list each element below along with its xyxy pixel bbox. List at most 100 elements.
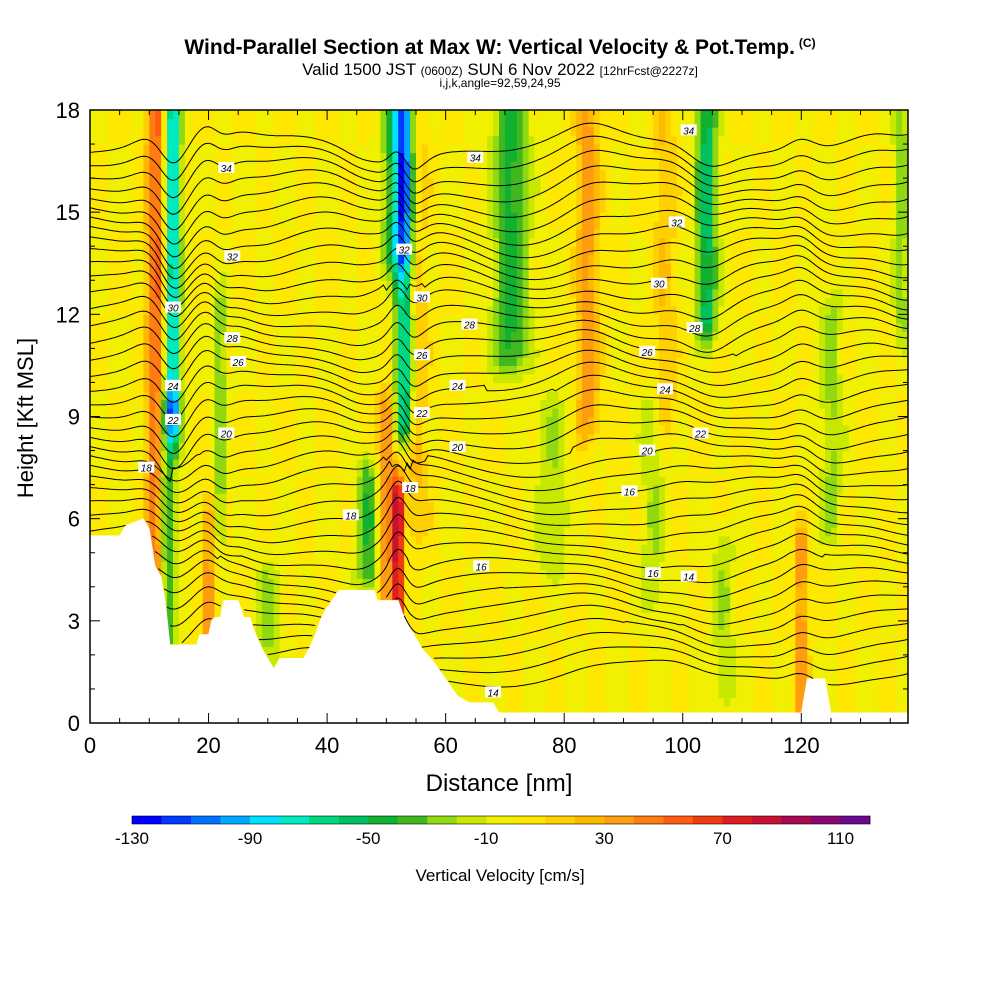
w-cell — [830, 595, 838, 605]
w-cell — [285, 442, 293, 452]
w-cell — [552, 552, 559, 562]
w-cell — [261, 442, 269, 452]
w-cell — [819, 467, 826, 477]
w-cell — [890, 484, 897, 494]
w-cell — [830, 603, 838, 613]
w-cell — [155, 416, 162, 426]
w-cell — [825, 425, 832, 435]
w-cell — [629, 416, 636, 426]
w-cell — [878, 654, 885, 664]
w-cell — [753, 425, 761, 435]
w-cell — [664, 705, 672, 716]
w-cell — [380, 595, 387, 605]
w-cell — [599, 450, 607, 460]
w-cell — [664, 561, 672, 571]
w-cell — [273, 467, 281, 477]
w-cell — [487, 450, 494, 460]
w-cell — [688, 595, 696, 605]
w-cell — [220, 467, 227, 477]
w-cell — [765, 620, 773, 630]
w-cell — [463, 535, 470, 545]
w-cell — [273, 637, 281, 647]
w-cell — [309, 518, 316, 528]
w-cell — [552, 671, 559, 682]
w-cell — [510, 603, 518, 613]
w-cell — [581, 603, 589, 613]
w-cell — [807, 637, 814, 647]
w-cell — [190, 569, 198, 579]
w-cell — [629, 527, 636, 537]
w-cell — [315, 518, 322, 528]
w-cell — [605, 450, 613, 460]
w-cell — [184, 459, 192, 469]
w-cell — [504, 654, 512, 664]
w-cell — [226, 595, 233, 605]
w-cell — [333, 493, 340, 503]
w-cell — [860, 697, 868, 707]
w-cell — [581, 561, 589, 571]
w-cell — [836, 476, 844, 486]
w-cell — [149, 442, 156, 452]
w-cell — [172, 637, 180, 647]
w-cell — [570, 518, 577, 528]
w-cell — [493, 578, 500, 588]
w-cell — [421, 442, 429, 452]
w-cell — [338, 476, 346, 486]
w-cell — [753, 646, 761, 656]
w-cell — [220, 569, 227, 579]
w-cell — [587, 425, 595, 435]
w-cell — [866, 425, 874, 435]
w-cell — [836, 697, 844, 707]
w-cell — [694, 671, 702, 682]
w-cell — [783, 552, 791, 562]
w-cell — [842, 697, 850, 707]
w-cell — [504, 680, 512, 690]
w-cell — [333, 442, 340, 452]
w-cell — [884, 484, 891, 494]
w-cell — [830, 433, 838, 443]
w-cell — [208, 510, 216, 520]
w-cell — [208, 476, 216, 486]
w-cell — [795, 705, 802, 716]
w-cell — [747, 510, 755, 520]
w-cell — [386, 595, 393, 605]
w-cell — [623, 510, 631, 520]
w-cell — [599, 510, 607, 520]
w-cell — [404, 442, 411, 452]
w-cell — [676, 493, 684, 503]
w-cell — [682, 595, 690, 605]
w-cell — [789, 697, 796, 707]
w-cell — [445, 493, 453, 503]
w-cell — [676, 510, 684, 520]
w-cell — [878, 425, 885, 435]
w-cell — [202, 629, 210, 639]
w-cell — [315, 535, 322, 545]
w-cell — [742, 637, 749, 647]
w-cell — [463, 586, 470, 596]
w-cell — [878, 637, 885, 647]
w-cell — [516, 612, 524, 622]
w-cell — [777, 416, 785, 426]
w-cell — [285, 603, 293, 613]
w-cell — [534, 433, 542, 443]
w-cell — [635, 697, 642, 707]
w-cell — [208, 552, 216, 562]
w-cell — [516, 501, 524, 511]
w-cell — [220, 459, 227, 469]
w-cell — [676, 654, 684, 664]
w-cell — [599, 484, 607, 494]
w-cell — [404, 527, 411, 537]
w-cell — [469, 510, 476, 520]
w-cell — [172, 407, 180, 418]
w-cell — [534, 510, 542, 520]
w-cell — [558, 671, 565, 682]
w-cell — [605, 535, 613, 545]
w-cell — [783, 416, 791, 426]
w-cell — [321, 510, 328, 520]
w-cell — [570, 493, 577, 503]
w-cell — [552, 433, 559, 443]
w-cell — [653, 476, 660, 486]
w-cell — [267, 527, 275, 537]
w-cell — [469, 620, 476, 630]
w-cell — [753, 544, 761, 554]
